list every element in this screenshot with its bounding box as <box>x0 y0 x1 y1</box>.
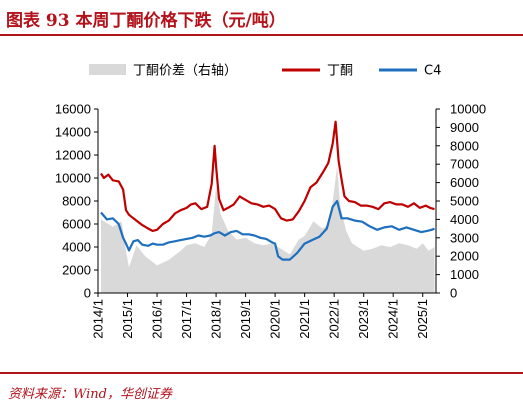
y-left-tick-label: 2000 <box>62 263 91 278</box>
y-left-tick-label: 6000 <box>62 217 91 232</box>
x-tick-label: 2021/1 <box>297 299 312 339</box>
footer-rule <box>0 372 523 374</box>
y-right-tick-label: 9000 <box>450 120 479 135</box>
x-tick-label: 2016/1 <box>150 299 165 339</box>
y-left-tick-label: 0 <box>84 286 91 301</box>
y-right-tick-label: 3000 <box>450 230 479 245</box>
y-right-tick-label: 7000 <box>450 157 479 172</box>
y-right-tick-label: 1000 <box>450 267 479 282</box>
spread-area-layer <box>101 166 435 293</box>
y-left-tick-label: 8000 <box>62 194 91 209</box>
y-left-tick-label: 14000 <box>55 125 91 140</box>
legend: 丁酮价差（右轴） 丁酮 C4 <box>89 64 441 79</box>
y-left-tick-label: 4000 <box>62 240 91 255</box>
series-line-c4 <box>100 199 435 261</box>
x-tick-label: 2022/1 <box>327 299 342 339</box>
legend-label-c4: C4 <box>424 64 441 79</box>
x-tick-label: 2014/1 <box>91 299 106 339</box>
y-right-tick-label: 0 <box>450 286 457 301</box>
x-tick-label: 2020/1 <box>268 299 283 339</box>
legend-swatch-spread <box>89 64 126 75</box>
y-left-tick-label: 16000 <box>55 102 91 117</box>
chart-title: 图表 93 本周丁酮价格下跌（元/吨） <box>6 11 286 31</box>
y-right-tick-label: 8000 <box>450 138 479 153</box>
axes-layer: 0 2000 4000 6000 8000 10000 12000 14000 16000 0 10… <box>55 102 486 339</box>
y-right-tick-label: 10000 <box>450 102 486 117</box>
x-tick-label: 2015/1 <box>120 299 135 339</box>
legend-label-spread: 丁酮价差（右轴） <box>133 64 237 79</box>
y-right-tick-label: 5000 <box>450 194 479 209</box>
y-right-tick-label: 2000 <box>450 249 479 264</box>
y-left-tick-label: 10000 <box>55 171 91 186</box>
title-rule <box>0 34 523 36</box>
chart-svg: 0 2000 4000 6000 8000 10000 12000 14000 16000 0 10… <box>55 64 486 339</box>
y-right-tick-label: 6000 <box>450 175 479 190</box>
series-area-spread <box>101 166 435 293</box>
x-tick-label: 2018/1 <box>209 299 224 339</box>
legend-label-butanone: 丁酮 <box>327 64 353 79</box>
x-tick-label: 2024/1 <box>386 299 401 339</box>
series-line-butanone <box>100 120 435 232</box>
y-right-tick-label: 4000 <box>450 212 479 227</box>
x-tick-label: 2017/1 <box>179 299 194 339</box>
y-left-tick-label: 12000 <box>55 148 91 163</box>
x-tick-label: 2019/1 <box>238 299 253 339</box>
x-tick-label: 2023/1 <box>356 299 371 339</box>
series-lines-layer <box>100 120 435 261</box>
source-note: 资料来源：Wind，华创证券 <box>8 387 172 402</box>
x-tick-label: 2025/1 <box>415 299 430 339</box>
title-bar: 图表 93 本周丁酮价格下跌（元/吨） <box>0 0 523 34</box>
